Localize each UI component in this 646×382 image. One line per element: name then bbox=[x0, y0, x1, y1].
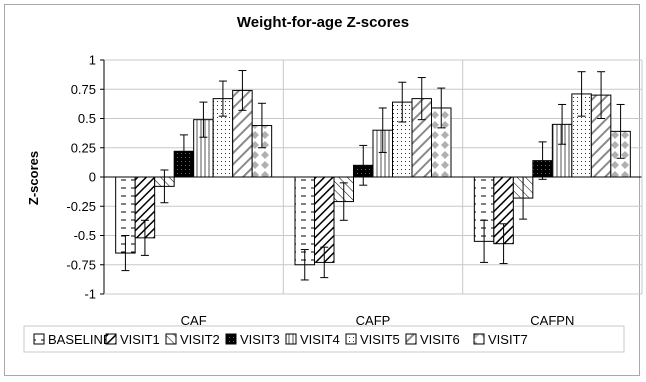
legend-box bbox=[23, 325, 625, 353]
y-tick-label: -0.75 bbox=[66, 257, 96, 272]
legend-swatch bbox=[405, 333, 417, 345]
y-tick-label: 1 bbox=[89, 53, 96, 68]
y-tick-label: 0.5 bbox=[78, 111, 96, 126]
bars bbox=[115, 89, 631, 266]
legend-label: VISIT6 bbox=[420, 332, 460, 347]
y-tick-label: -1 bbox=[84, 287, 96, 302]
y-tick-labels: 1 0.75 0.5 0.25 0 -0.25 -0.5 -0.75 -1 bbox=[66, 53, 96, 302]
legend-label: VISIT3 bbox=[240, 332, 280, 347]
y-tick-label: 0 bbox=[89, 170, 96, 185]
category-labels: CAF CAFP CAFPN bbox=[181, 313, 575, 328]
legend-swatch bbox=[225, 333, 237, 345]
legend-label: VISIT1 bbox=[120, 332, 160, 347]
error-bars bbox=[121, 70, 625, 281]
legend: BASELINE VISIT1 VISIT2 VISIT3 VISIT4 VISIT5 VI… bbox=[33, 332, 528, 347]
legend-swatch bbox=[345, 333, 357, 345]
legend-swatch bbox=[473, 333, 485, 345]
legend-label: BASELINE bbox=[48, 332, 112, 347]
y-tick-label: -0.5 bbox=[74, 228, 96, 243]
legend-swatch bbox=[105, 333, 117, 345]
category-label: CAFP bbox=[356, 313, 391, 328]
legend-swatch bbox=[285, 333, 297, 345]
legend-swatch bbox=[165, 333, 177, 345]
legend-label: VISIT4 bbox=[300, 332, 340, 347]
y-axis-label: Z-scores bbox=[26, 151, 41, 205]
axes bbox=[100, 59, 643, 295]
y-tick-label: -0.25 bbox=[66, 199, 96, 214]
category-label: CAF bbox=[181, 313, 207, 328]
legend-label: VISIT7 bbox=[488, 332, 528, 347]
y-tick-label: 0.75 bbox=[71, 82, 96, 97]
y-tick-label: 0.25 bbox=[71, 140, 96, 155]
chart-title: Weight-for-age Z-scores bbox=[236, 14, 410, 31]
legend-label: VISIT2 bbox=[180, 332, 220, 347]
legend-swatch bbox=[33, 333, 45, 345]
category-label: CAFPN bbox=[530, 313, 574, 328]
legend-label: VISIT5 bbox=[360, 332, 400, 347]
